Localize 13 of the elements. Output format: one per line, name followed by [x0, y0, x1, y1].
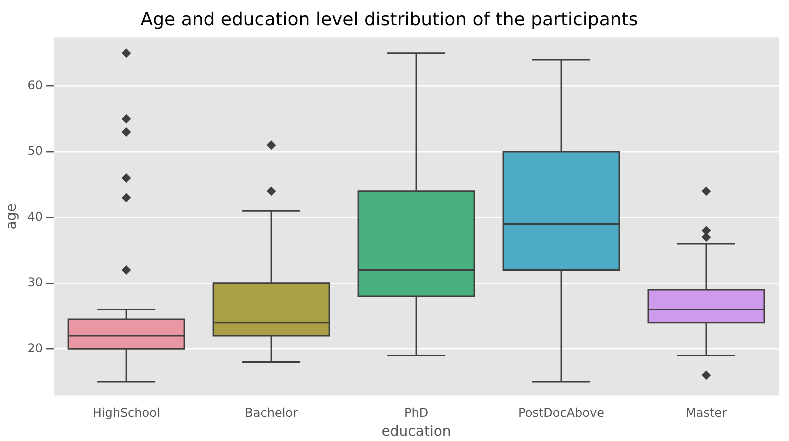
- y-tick-label: 60: [28, 78, 44, 92]
- x-tick-label: Bachelor: [245, 406, 298, 420]
- y-tick-label: 40: [28, 210, 44, 224]
- y-tick-label: 20: [28, 341, 44, 356]
- y-tick-label: 30: [28, 276, 44, 290]
- x-tick-label: PostDocAbove: [518, 406, 604, 420]
- x-axis-title: education: [382, 424, 452, 440]
- x-tick-label: Master: [686, 406, 728, 420]
- y-tick-label: 50: [28, 144, 44, 158]
- chart-title: Age and education level distribution of the participants: [140, 9, 638, 30]
- x-tick-label: PhD: [404, 406, 429, 420]
- y-axis-title: age: [4, 204, 20, 230]
- x-tick-label: HighSchool: [92, 406, 160, 420]
